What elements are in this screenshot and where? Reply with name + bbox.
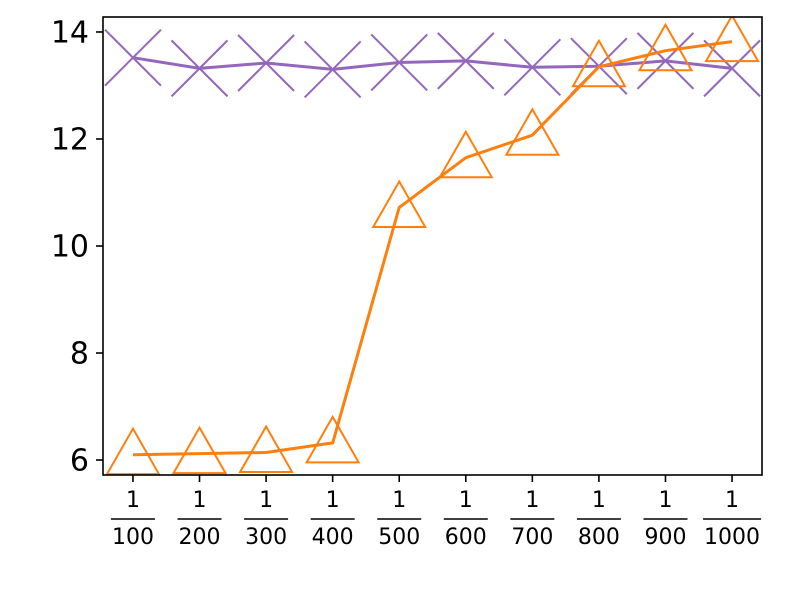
x-tick-numerator: 1 [658,488,672,513]
triangle-marker [571,38,627,88]
x-tick-denominator: 800 [578,525,620,550]
x-tick-numerator: 1 [126,488,140,513]
x-marker [503,38,562,97]
x-tick-denominator: 1000 [704,525,760,550]
y-tick-label: 14 [51,15,89,50]
x-tick-denominator: 200 [179,525,221,550]
x-marker [303,40,362,99]
x-tick-denominator: 400 [312,525,354,550]
triangle-marker [238,424,294,474]
x-tick-denominator: 900 [644,525,686,550]
x-marker [636,32,695,90]
x-marker [237,34,295,92]
series-line [132,56,733,71]
series-line [132,40,733,457]
triangle-marker [304,414,361,464]
y-tick-label: 8 [70,337,89,372]
x-marker [104,28,162,87]
y-tick-label: 6 [70,444,89,479]
y-tick-label: 12 [51,122,89,157]
x-tick-numerator: 1 [326,488,340,513]
x-tick-denominator: 600 [445,525,487,550]
y-tick-label: 10 [51,230,89,265]
triangle-marker [637,22,694,72]
triangle-marker [371,179,427,228]
plot-area [104,17,761,475]
x-tick-numerator: 1 [459,488,473,513]
x-marker [370,33,428,92]
x-tick-numerator: 1 [592,488,606,513]
x-tick-numerator: 1 [392,488,406,513]
triangle-marker [438,129,494,179]
triangle-marker [171,425,228,475]
triangle-marker [504,107,561,156]
x-tick-denominator: 300 [245,525,287,550]
triangle-marker [704,17,760,63]
x-marker [170,39,229,98]
triangle-marker [105,426,161,475]
x-tick-denominator: 700 [511,525,553,550]
x-tick-numerator: 1 [725,488,739,513]
x-tick-numerator: 1 [193,488,207,513]
x-tick-numerator: 1 [525,488,539,513]
x-tick-numerator: 1 [259,488,273,513]
x-marker [437,32,495,90]
x-tick-denominator: 500 [378,525,420,550]
x-tick-denominator: 100 [112,525,154,550]
